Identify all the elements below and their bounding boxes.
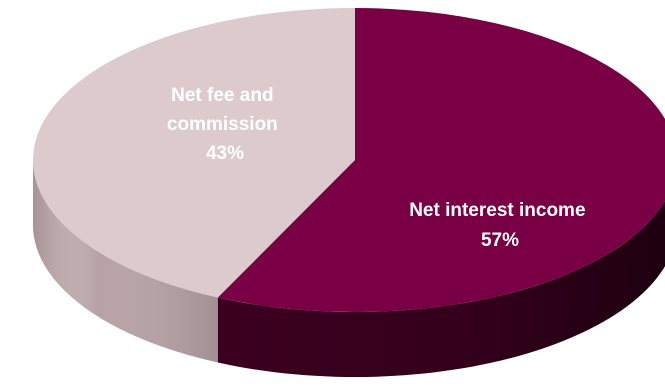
slice-label-net-fee-line-1: Net fee and <box>171 85 273 106</box>
pie-slice-net-fee-commission <box>33 8 356 298</box>
slice-label-net-fee-line-2: commission <box>167 114 278 135</box>
pie-side-shading-net-interest-income <box>217 201 665 377</box>
slice-label-net-fee-commission: Net fee and commission 43% <box>167 85 283 164</box>
pie-slice-net-interest-income <box>217 8 665 312</box>
pie-side-shading-net-fee-commission <box>33 160 218 363</box>
slice-label-net-fee-percent: 43% <box>206 143 244 164</box>
slice-label-net-interest-line-1: Net interest income <box>409 200 585 221</box>
slice-label-net-interest-income: Net interest income 57% <box>409 200 591 251</box>
slice-label-net-interest-percent: 57% <box>481 230 519 251</box>
